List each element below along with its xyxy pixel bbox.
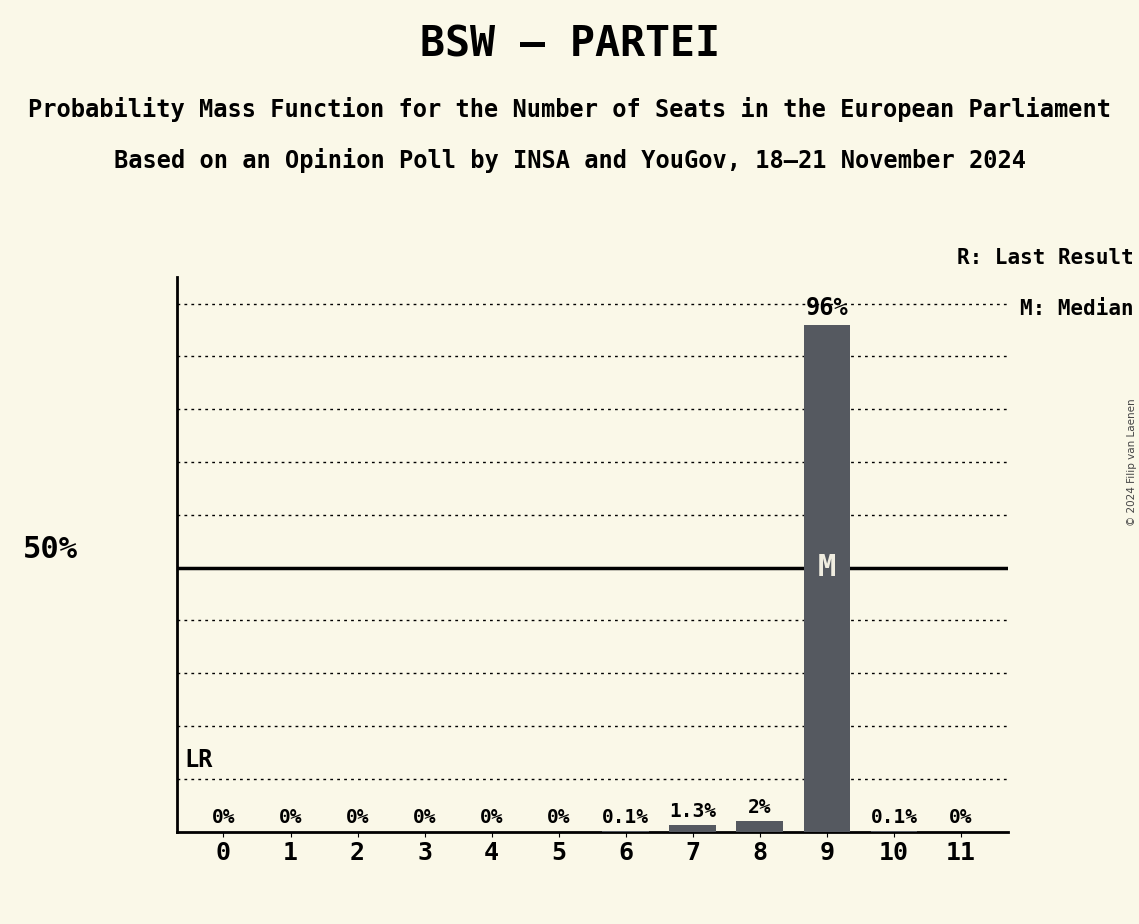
Bar [803, 324, 851, 832]
Text: R: Last Result: R: Last Result [957, 248, 1133, 268]
Text: M: Median: M: Median [1019, 298, 1133, 319]
Bar [670, 825, 716, 832]
Text: 50%: 50% [23, 535, 77, 565]
Text: 0%: 0% [346, 808, 369, 827]
Text: LR: LR [185, 748, 213, 772]
Text: 0%: 0% [413, 808, 436, 827]
Text: © 2024 Filip van Laenen: © 2024 Filip van Laenen [1126, 398, 1137, 526]
Text: 0%: 0% [279, 808, 302, 827]
Text: 0%: 0% [949, 808, 973, 827]
Text: 0.1%: 0.1% [870, 808, 918, 827]
Text: 0%: 0% [480, 808, 503, 827]
Text: Probability Mass Function for the Number of Seats in the European Parliament: Probability Mass Function for the Number… [28, 97, 1111, 122]
Text: 0%: 0% [547, 808, 571, 827]
Text: 0%: 0% [212, 808, 236, 827]
Bar [737, 821, 784, 832]
Text: 96%: 96% [805, 297, 849, 321]
Text: 1.3%: 1.3% [670, 801, 716, 821]
Text: BSW – PARTEI: BSW – PARTEI [419, 23, 720, 65]
Text: 0.1%: 0.1% [603, 808, 649, 827]
Text: 2%: 2% [748, 797, 771, 817]
Text: Based on an Opinion Poll by INSA and YouGov, 18–21 November 2024: Based on an Opinion Poll by INSA and You… [114, 148, 1025, 173]
Text: M: M [818, 553, 836, 582]
